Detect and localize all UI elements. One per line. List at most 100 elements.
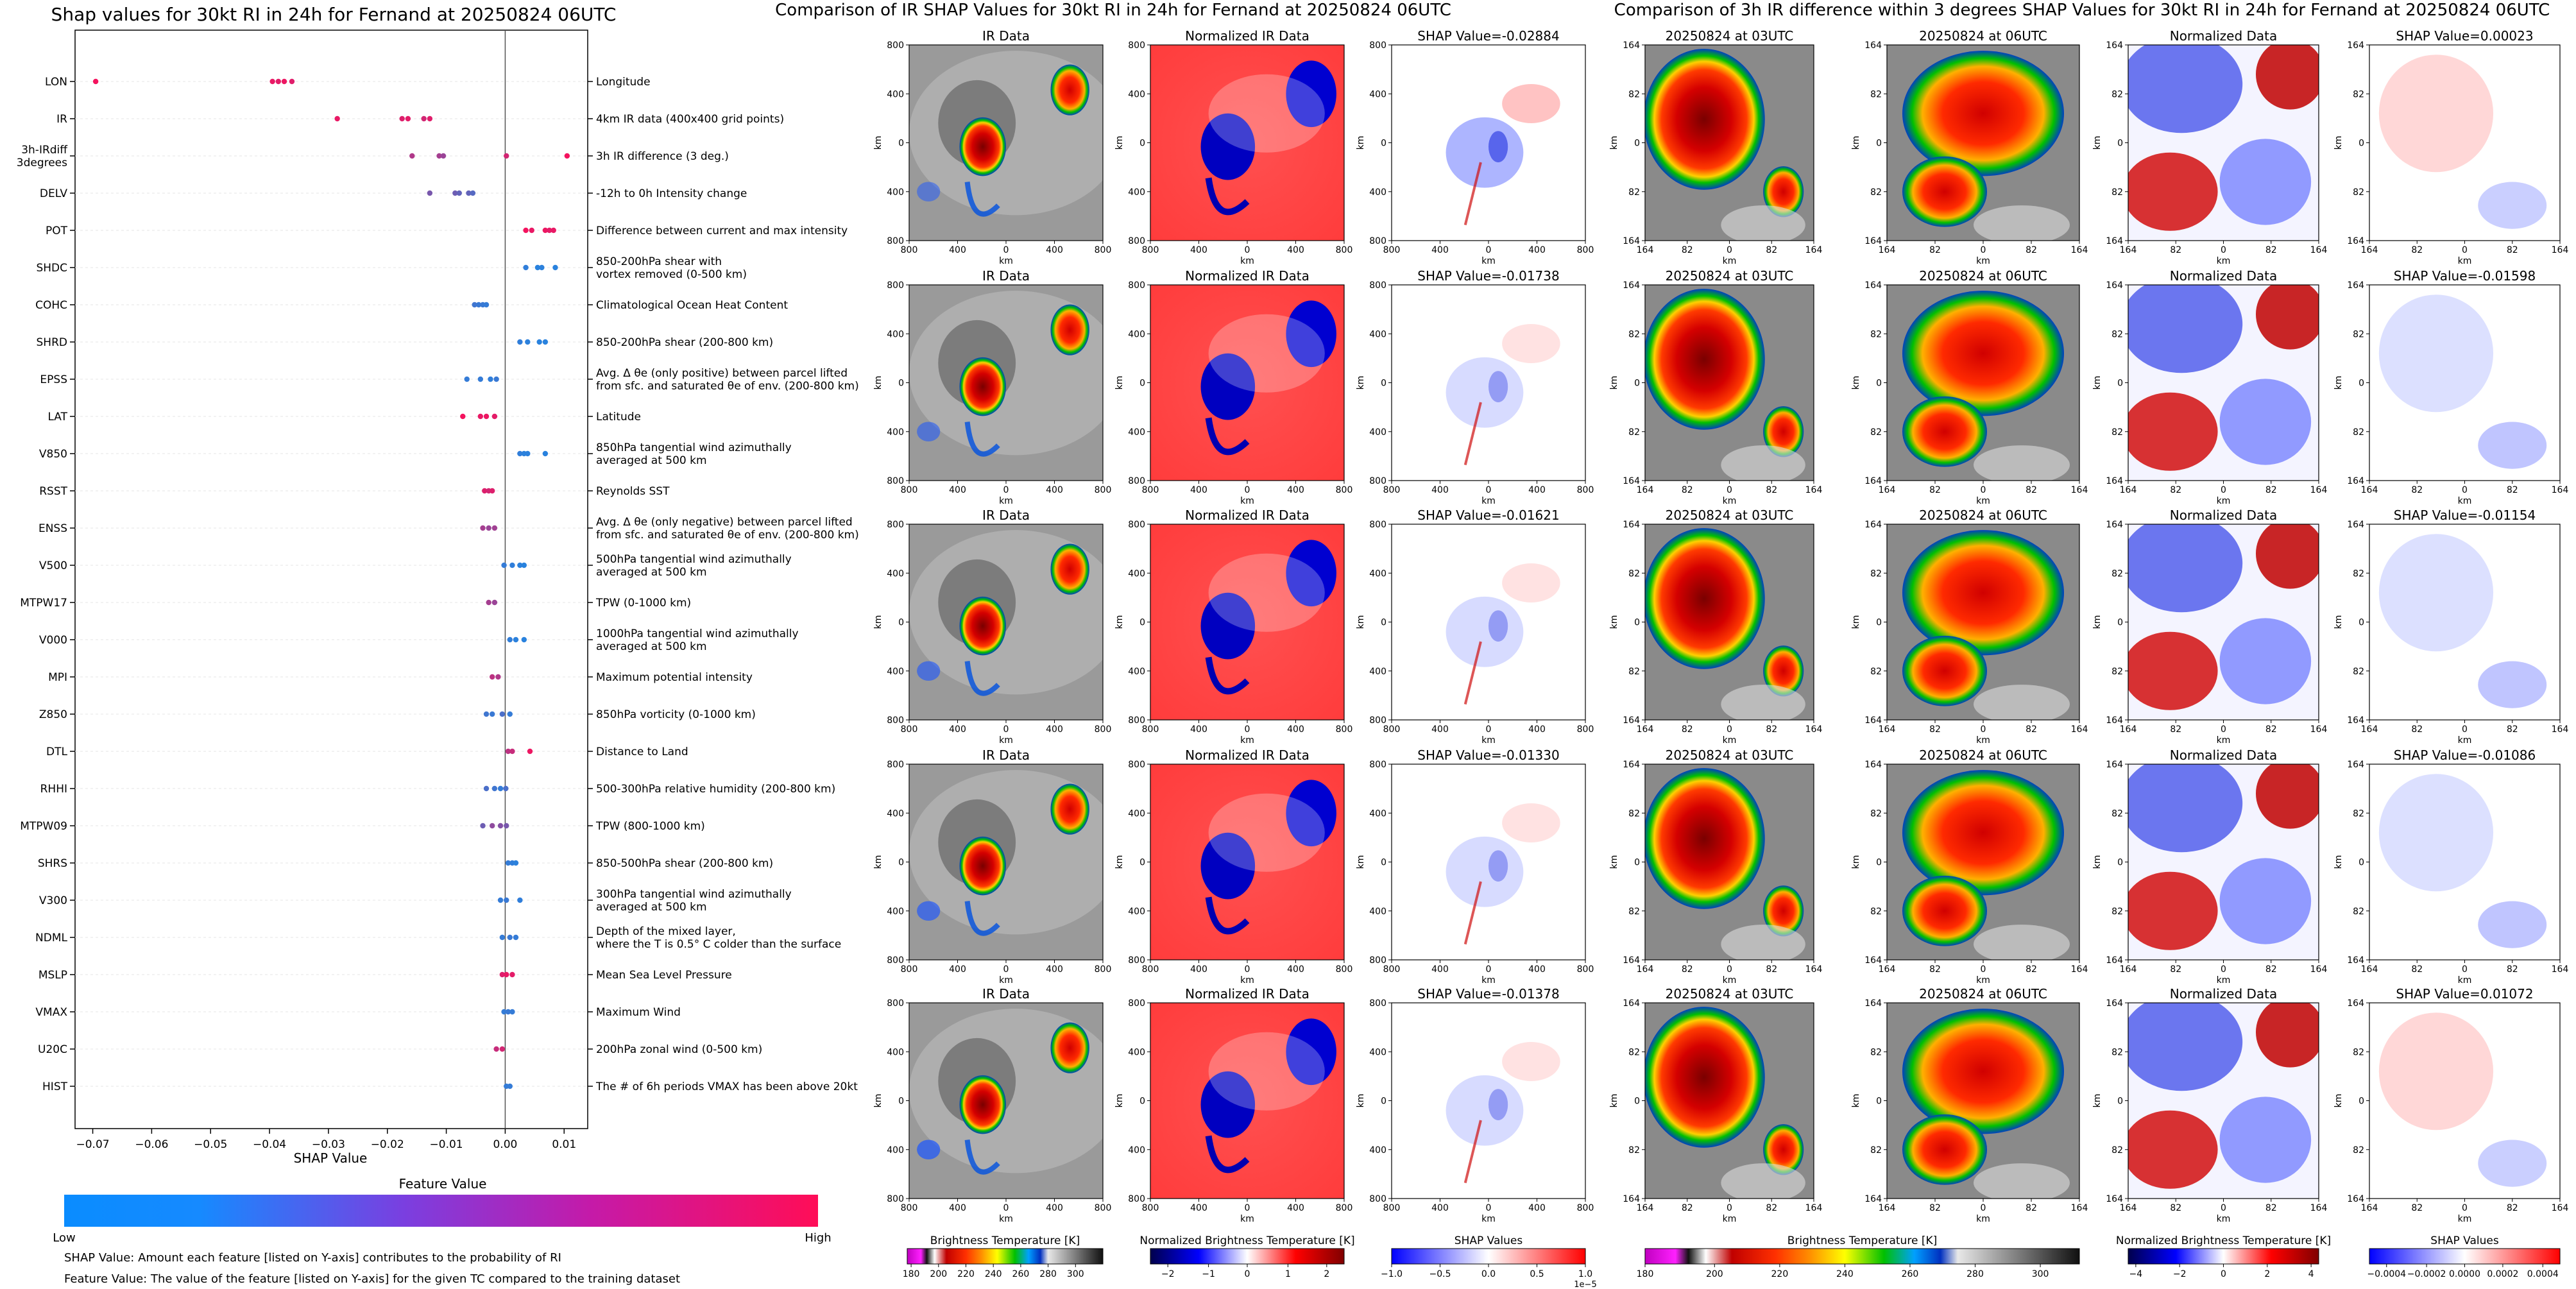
shap-feature-label: POT xyxy=(46,225,68,237)
ir-y-axis-label: km xyxy=(1356,615,1366,629)
diff-y-tick-label: 82 xyxy=(1870,907,1882,917)
diff-norm-negative-area xyxy=(2128,764,2243,853)
diff-colorbar-tick-label: 240 xyxy=(1836,1269,1854,1279)
ir-y-tick-label: 800 xyxy=(887,760,904,770)
shap-feature-description: The # of 6h periods VMAX has been above … xyxy=(595,1080,858,1093)
diff-y-tick-label: 0 xyxy=(2358,139,2364,149)
diff-x-tick-label: 0 xyxy=(2462,724,2468,735)
ir-x-axis-label: km xyxy=(1240,735,1254,746)
shap-x-tick-label: −0.04 xyxy=(253,1138,286,1151)
shap-feature-description: TPW (800-1000 km) xyxy=(595,820,705,833)
shap-feature-description: Longitude xyxy=(596,76,651,89)
ir-panel-image xyxy=(1150,45,1344,241)
ir-x-axis-label: km xyxy=(1481,735,1496,746)
shap-point xyxy=(480,823,486,829)
shap-point xyxy=(505,748,511,755)
diff-x-axis-label: km xyxy=(2458,496,2472,506)
diff-y-tick-label: 164 xyxy=(2347,1194,2364,1204)
diff-y-tick-label: 164 xyxy=(2347,236,2364,246)
shap-point xyxy=(491,413,498,420)
ir-y-tick-label: 0 xyxy=(898,1097,904,1107)
ir-colorbar-tick-label: 180 xyxy=(903,1269,920,1279)
diff-x-axis-label: km xyxy=(1723,975,1737,986)
shap-feature-description: Latitude xyxy=(596,411,641,423)
ir-y-tick-label: 800 xyxy=(1128,760,1145,770)
ir-scattered-cells xyxy=(917,901,941,921)
diff-y-tick-label: 82 xyxy=(2111,1047,2123,1057)
ir-spiral-band xyxy=(964,901,1000,936)
diff-y-tick-label: 0 xyxy=(1876,1097,1882,1107)
diff-y-tick-label: 0 xyxy=(2358,379,2364,389)
diff-x-tick-label: 164 xyxy=(2071,245,2088,255)
ir-y-tick-label: 0 xyxy=(1139,379,1145,389)
shap-feature-label: LAT xyxy=(47,411,67,423)
diff-norm-negative-area xyxy=(2128,1003,2243,1091)
shap-point xyxy=(470,190,476,196)
ir-colorbar: SHAP Values −1.0 −0.5 0.0 0.5 1.01e−5 xyxy=(1381,1234,1597,1289)
diff-shap-main-area xyxy=(2378,1012,2494,1131)
diff-y-tick-label: 164 xyxy=(2347,955,2364,966)
shap-point xyxy=(509,1009,515,1015)
ir-panel-image xyxy=(909,524,1103,720)
ir-colorbar-tick-label: 200 xyxy=(930,1269,947,1279)
ir-y-axis-label: km xyxy=(1356,855,1366,869)
ir-y-axis-label: km xyxy=(873,136,883,150)
ir-panel-title: Normalized IR Data xyxy=(1185,747,1309,763)
norm-spiral-band xyxy=(1205,896,1250,935)
ir-x-tick-label: 0 xyxy=(1245,724,1250,735)
shap-point xyxy=(499,711,506,717)
diff-x-axis-label: km xyxy=(1976,256,1990,266)
shap-point xyxy=(275,78,282,85)
shap-map-positive-area xyxy=(1502,803,1560,842)
shap-point xyxy=(523,264,529,271)
diff-y-tick-label: 82 xyxy=(1870,808,1882,819)
shap-point xyxy=(464,376,470,382)
diff-x-tick-label: 0 xyxy=(1727,245,1732,255)
diff-x-tick-label: 82 xyxy=(2411,485,2423,495)
ir-x-tick-label: 0 xyxy=(1486,245,1492,255)
diff-y-tick-label: 82 xyxy=(2353,329,2364,339)
diff-x-axis-label: km xyxy=(1976,735,1990,746)
diff-x-axis-label: km xyxy=(2458,256,2472,266)
shap-point xyxy=(480,525,486,531)
ir-x-axis-label: km xyxy=(1481,496,1496,506)
diff-panel-image xyxy=(2128,45,2319,241)
ir-x-tick-label: 800 xyxy=(1383,1203,1401,1213)
shap-point xyxy=(525,450,531,457)
shap-feature-label: MTPW09 xyxy=(20,820,67,833)
shap-axes-frame xyxy=(74,30,588,1129)
diff-panel-image xyxy=(1887,45,2079,241)
ir-y-tick-label: 400 xyxy=(1369,427,1386,438)
diff-x-tick-label: 0 xyxy=(2462,485,2468,495)
shap-feature-description: 200hPa zonal wind (0-500 km) xyxy=(596,1043,762,1056)
ir-x-tick-label: 400 xyxy=(1528,964,1546,975)
diff-x-tick-label: 164 xyxy=(2310,1203,2328,1213)
diff-norm-positive-lower xyxy=(2128,631,2218,710)
diff-colorbar: SHAP Values −0.0004 −0.0002 0.0000 0.0002 0.0… xyxy=(2367,1234,2561,1279)
diff-norm-negative-lower xyxy=(2219,139,2312,225)
diff-y-tick-label: 82 xyxy=(2111,907,2123,917)
norm-cold-top xyxy=(1286,300,1336,368)
diff-panel-title: SHAP Value=-0.01154 xyxy=(2394,508,2536,523)
feature-value-colorbar-title: Feature Value xyxy=(399,1176,487,1191)
norm-cold-top xyxy=(1286,1018,1336,1086)
shap-point xyxy=(421,115,427,122)
diff-shap-main-area xyxy=(2378,534,2494,652)
diff-y-axis-label: km xyxy=(1609,615,1619,629)
ir-y-tick-label: 800 xyxy=(1128,715,1145,726)
diff-x-tick-label: 82 xyxy=(2170,964,2181,975)
ir-y-tick-label: 800 xyxy=(1369,715,1386,726)
norm-cloud-field xyxy=(1208,1032,1325,1111)
diff-panel-title: 20250824 at 06UTC xyxy=(1919,28,2047,44)
shap-point xyxy=(269,78,275,85)
diff-y-axis-label: km xyxy=(1609,855,1619,869)
shap-feature-label: V300 xyxy=(39,894,67,907)
ir-y-tick-label: 800 xyxy=(887,1194,904,1204)
ir-colorbar-tick-label: −1 xyxy=(1202,1269,1215,1279)
diff-y-axis-label: km xyxy=(2333,136,2344,150)
shap-point xyxy=(552,264,558,271)
ir-cold-top xyxy=(1050,64,1089,115)
diff-y-tick-label: 164 xyxy=(1864,476,1882,486)
